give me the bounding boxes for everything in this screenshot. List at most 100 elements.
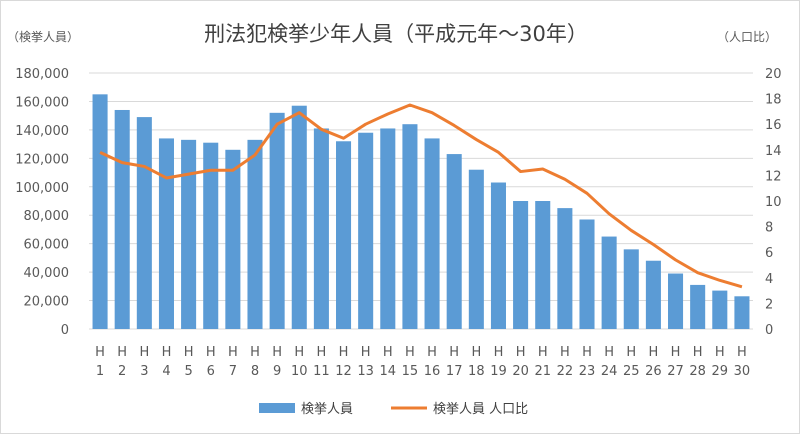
x-tick-prefix: H — [649, 345, 659, 360]
bar — [225, 149, 241, 329]
bar — [402, 124, 418, 329]
x-tick-label: 3 — [140, 364, 148, 379]
right-tick-label: 0 — [765, 323, 773, 338]
x-tick-label: 11 — [313, 364, 330, 379]
bar — [623, 249, 639, 329]
right-tick-label: 10 — [765, 195, 782, 210]
x-tick-prefix: H — [737, 345, 747, 360]
bar — [513, 201, 529, 329]
x-tick-prefix: H — [693, 345, 703, 360]
x-tick-label: 15 — [402, 364, 419, 379]
bar — [291, 105, 307, 329]
x-tick-label: 9 — [273, 364, 281, 379]
x-tick-label: 30 — [734, 364, 751, 379]
x-tick-label: 22 — [557, 364, 574, 379]
x-tick-label: 24 — [601, 364, 618, 379]
left-tick-label: 180,000 — [15, 67, 69, 82]
bar — [734, 296, 750, 329]
bar — [380, 128, 396, 329]
x-tick-label: 27 — [667, 364, 684, 379]
x-tick-label: 25 — [623, 364, 640, 379]
x-tick-label: 13 — [357, 364, 374, 379]
right-tick-label: 2 — [765, 297, 773, 312]
x-tick-label: 4 — [162, 364, 170, 379]
x-tick-prefix: H — [339, 345, 349, 360]
x-tick-prefix: H — [494, 345, 504, 360]
legend-bar-label: 検挙人員 — [301, 402, 353, 417]
bar — [269, 112, 285, 329]
bar — [136, 117, 152, 329]
x-tick-label: 19 — [490, 364, 507, 379]
x-tick-label: 26 — [645, 364, 662, 379]
right-tick-label: 16 — [765, 118, 782, 133]
x-tick-label: 28 — [689, 364, 706, 379]
left-tick-label: 20,000 — [24, 295, 70, 310]
x-tick-prefix: H — [471, 345, 481, 360]
x-tick-prefix: H — [184, 345, 194, 360]
x-tick-prefix: H — [604, 345, 614, 360]
x-tick-label: 14 — [380, 364, 397, 379]
bar — [158, 138, 174, 329]
left-tick-label: 120,000 — [15, 152, 69, 167]
right-tick-label: 18 — [765, 93, 782, 108]
left-tick-label: 140,000 — [15, 124, 69, 139]
x-tick-prefix: H — [294, 345, 304, 360]
line-series — [99, 103, 743, 289]
x-tick-label: 5 — [184, 364, 192, 379]
x-tick-label: 7 — [229, 364, 237, 379]
bar — [535, 201, 551, 329]
x-tick-label: 23 — [579, 364, 596, 379]
x-tick-label: 6 — [207, 364, 215, 379]
x-tick-label: 20 — [512, 364, 529, 379]
x-tick-label: 8 — [251, 364, 259, 379]
x-tick-prefix: H — [317, 345, 327, 360]
bar — [446, 154, 462, 329]
left-tick-label: 160,000 — [15, 95, 69, 110]
bar — [645, 260, 661, 329]
x-tick-prefix: H — [139, 345, 149, 360]
x-tick-prefix: H — [582, 345, 592, 360]
bar — [114, 109, 130, 329]
bar — [336, 141, 352, 329]
x-tick-label: 18 — [468, 364, 485, 379]
bar — [468, 169, 484, 329]
x-tick-prefix: H — [449, 345, 459, 360]
x-tick-prefix: H — [516, 345, 526, 360]
bar — [557, 208, 573, 329]
x-tick-prefix: H — [162, 345, 172, 360]
left-tick-label: 40,000 — [24, 266, 70, 281]
legend-bar-swatch — [259, 403, 295, 413]
right-tick-label: 6 — [765, 246, 773, 261]
right-tick-label: 14 — [765, 144, 782, 159]
bar — [313, 128, 329, 329]
bar — [203, 142, 219, 329]
x-tick-label: 1 — [96, 364, 104, 379]
bar — [490, 182, 506, 329]
left-tick-label: 100,000 — [15, 181, 69, 196]
x-tick-prefix: H — [250, 345, 260, 360]
bar — [247, 139, 263, 329]
x-tick-prefix: H — [361, 345, 371, 360]
legend-line-label: 検挙人員 人口比 — [433, 402, 528, 417]
chart-title: 刑法犯検挙少年人員（平成元年～30年） — [204, 22, 588, 46]
x-tick-prefix: H — [405, 345, 415, 360]
x-tick-label: 10 — [291, 364, 308, 379]
x-tick-prefix: H — [427, 345, 437, 360]
x-tick-label: 12 — [335, 364, 352, 379]
bar — [424, 138, 440, 329]
x-tick-prefix: H — [538, 345, 548, 360]
x-tick-prefix: H — [383, 345, 393, 360]
x-tick-prefix: H — [626, 345, 636, 360]
left-tick-label: 60,000 — [24, 238, 70, 253]
x-tick-label: 29 — [712, 364, 729, 379]
x-tick-prefix: H — [715, 345, 725, 360]
x-tick-prefix: H — [228, 345, 238, 360]
bar — [690, 284, 706, 329]
x-tick-prefix: H — [671, 345, 681, 360]
bar — [358, 132, 374, 329]
bar — [181, 139, 197, 329]
x-tick-prefix: H — [560, 345, 570, 360]
right-tick-label: 20 — [765, 67, 782, 82]
x-tick-label: 21 — [534, 364, 551, 379]
